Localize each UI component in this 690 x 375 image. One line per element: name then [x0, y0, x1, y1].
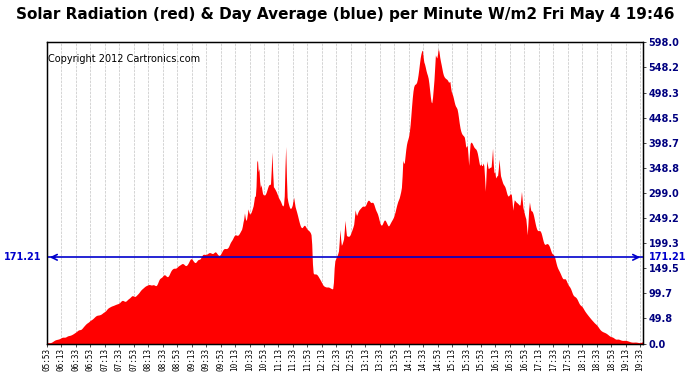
Text: Copyright 2012 Cartronics.com: Copyright 2012 Cartronics.com [48, 54, 200, 64]
Text: Solar Radiation (red) & Day Average (blue) per Minute W/m2 Fri May 4 19:46: Solar Radiation (red) & Day Average (blu… [16, 8, 674, 22]
Text: 171.21: 171.21 [649, 252, 687, 262]
Text: 171.21: 171.21 [3, 252, 41, 262]
